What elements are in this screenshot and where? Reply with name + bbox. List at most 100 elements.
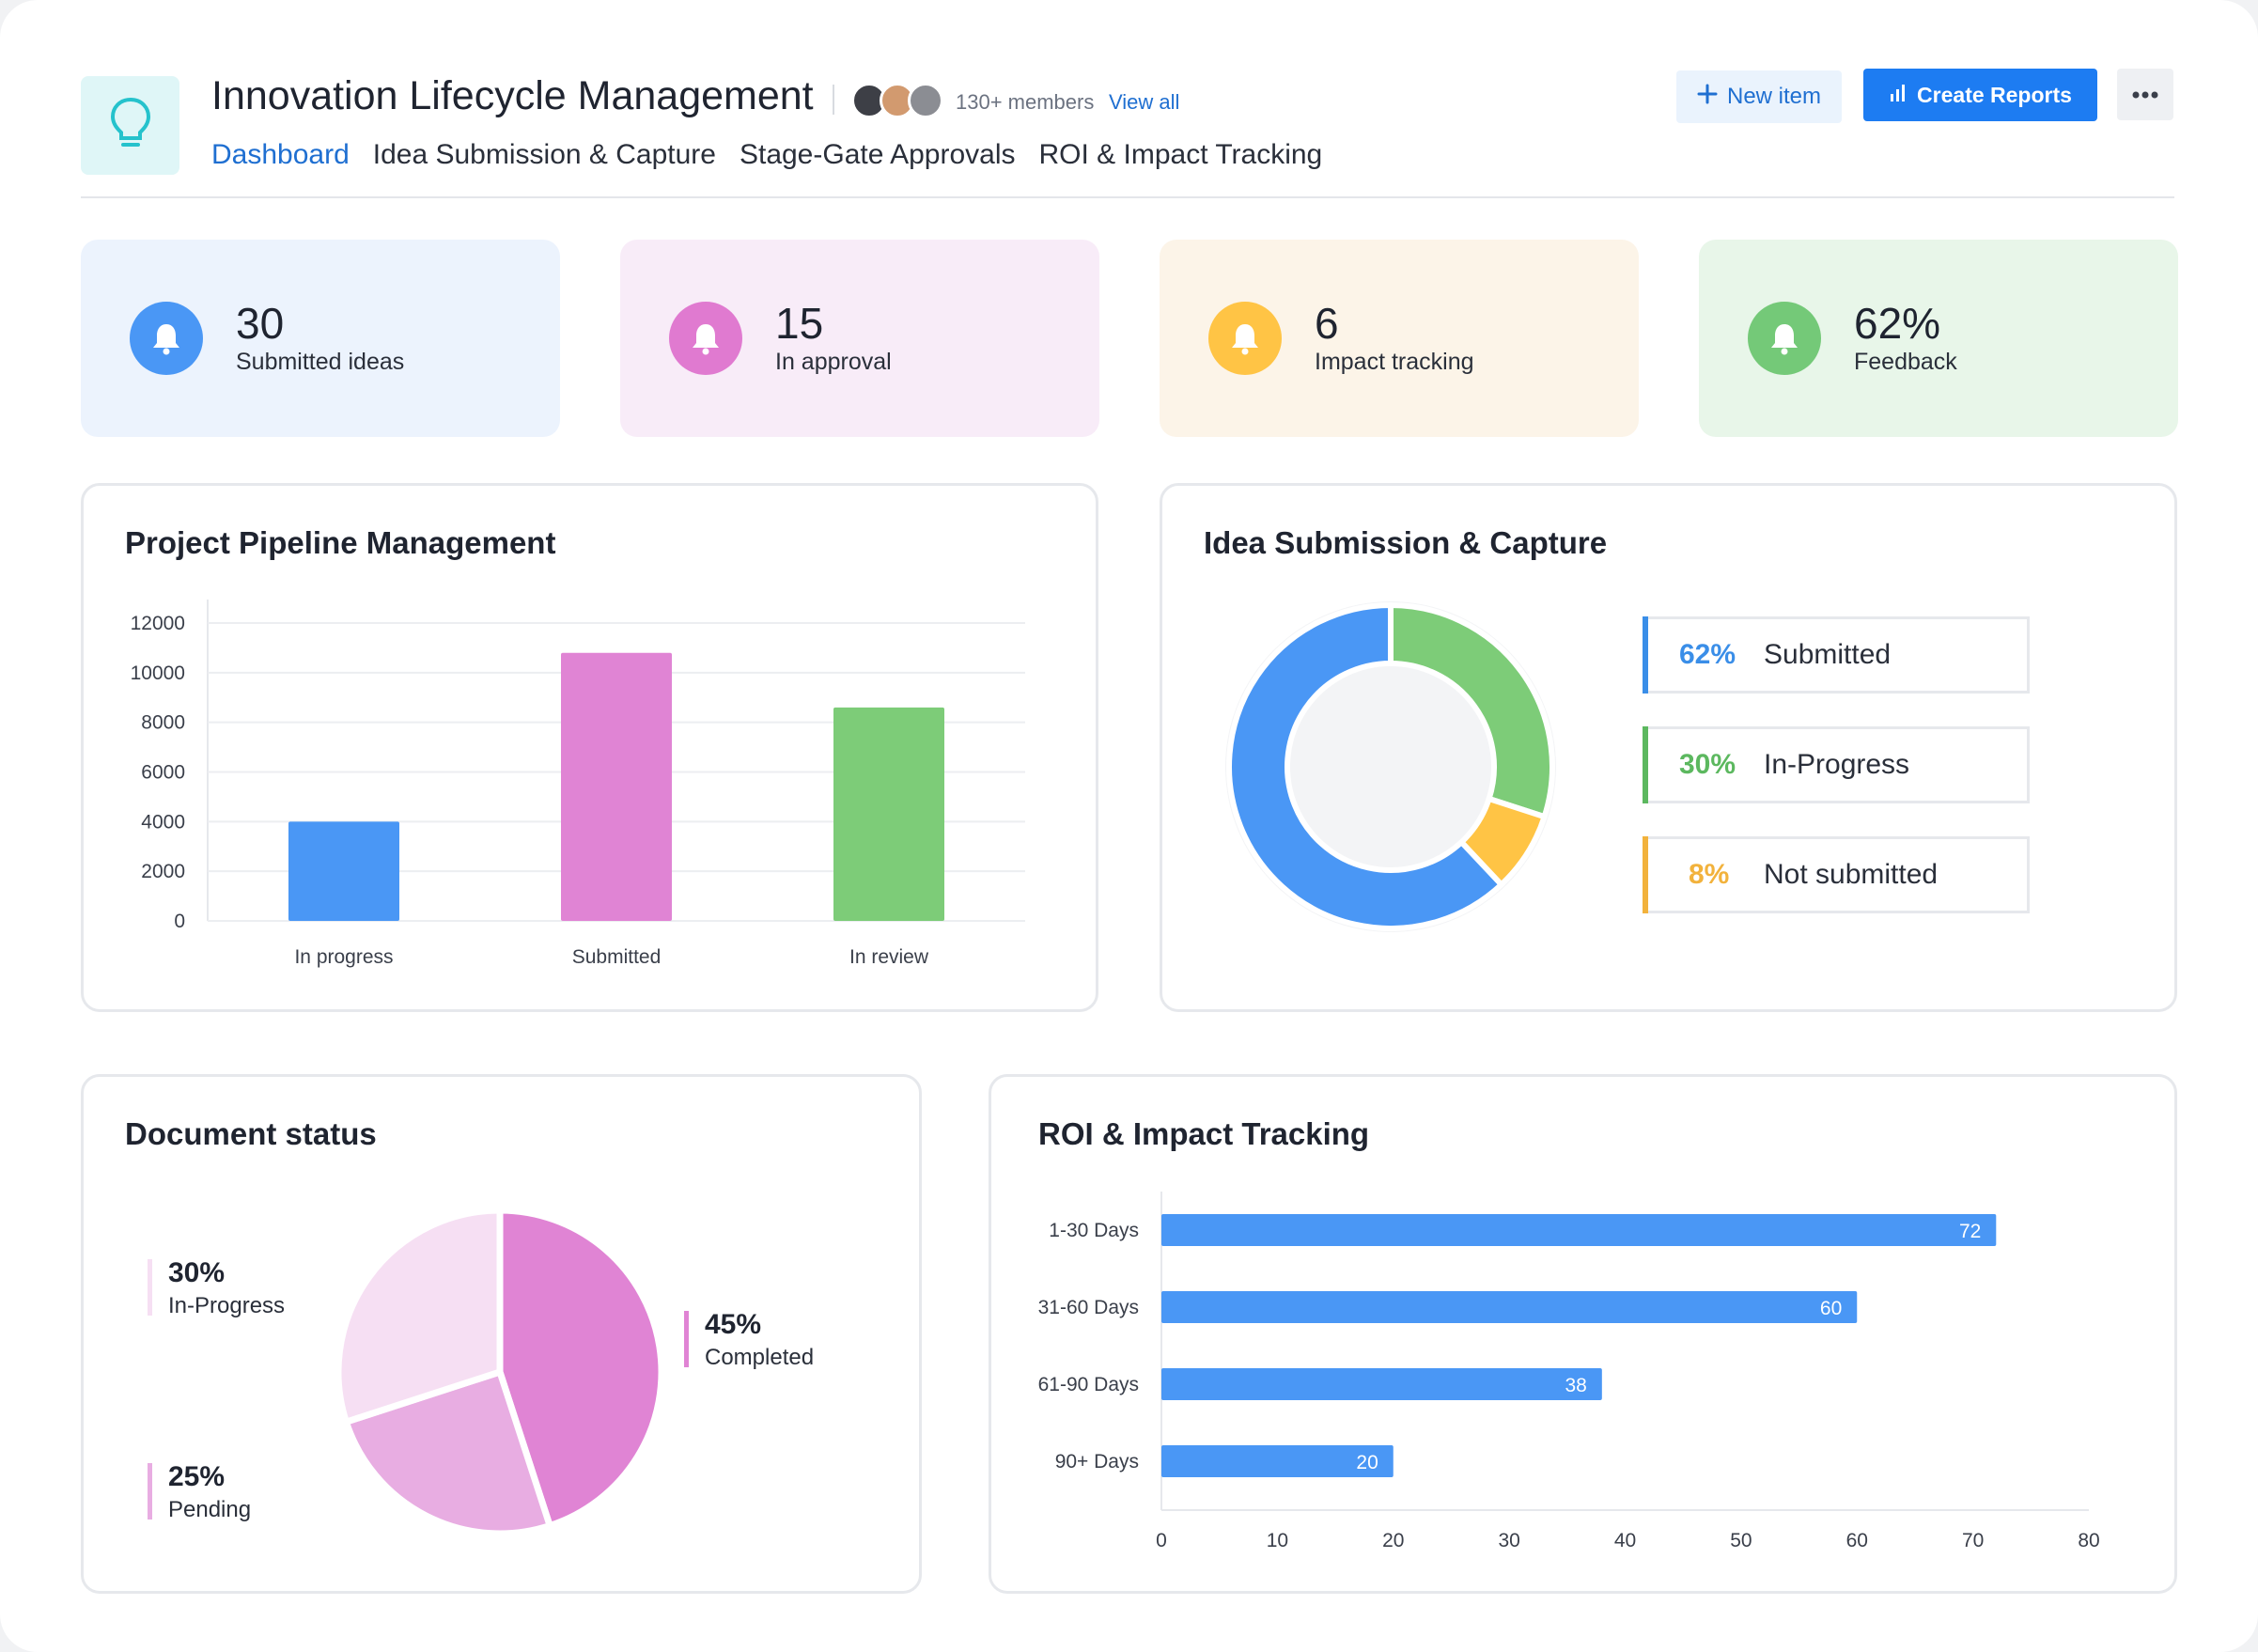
legend-item-in-progress[interactable]: 30% In-Progress [1643,726,2030,803]
legend-item-not-submitted[interactable]: 8% Not submitted [1643,836,2030,913]
idea-donut-chart [1225,601,1556,932]
y-tick-label: 90+ Days [1055,1451,1139,1473]
bell-icon [1208,302,1282,375]
legend-pct: 8% [1689,859,1730,890]
pipeline-panel: Project Pipeline Management 0 2000 4000 600… [81,483,1098,1012]
stat-card-in-approval[interactable]: 15 In approval [620,240,1099,437]
legend-item-submitted[interactable]: 62% Submitted [1643,616,2030,694]
data-label: 38 [1565,1375,1586,1396]
legend-label: Not submitted [1764,859,1939,890]
stat-value: 15 [775,299,824,348]
y-tick-label: 31-60 Days [1038,1297,1139,1318]
stat-card-submitted-ideas[interactable]: 30 Submitted ideas [81,240,560,437]
bar [1161,1291,1858,1323]
label-color-bar [684,1311,689,1367]
x-tick-label: 0 [1156,1530,1167,1551]
doc-label-completed: 45% Completed [684,1309,872,1375]
nav-tabs: Dashboard Idea Submission & Capture Stag… [211,139,1322,171]
label-name: In-Progress [168,1293,286,1318]
stat-label: Submitted ideas [236,349,405,375]
donut-slice [1226,602,1504,931]
title-divider [833,85,834,115]
member-avatars[interactable] [851,83,945,120]
data-label: 20 [1356,1452,1378,1473]
stat-label: Impact tracking [1315,349,1474,375]
create-reports-button[interactable]: Create Reports [1863,69,2097,121]
legend-color-bar [1643,726,1648,803]
more-options-button[interactable] [2117,69,2173,120]
legend-label: Submitted [1764,639,1892,670]
bell-icon [130,302,203,375]
y-tick-label: 12000 [131,613,185,634]
new-item-label: New item [1726,84,1822,109]
app-logo [81,76,179,175]
label-color-bar [148,1463,152,1520]
stat-value: 62% [1854,299,1941,348]
pie-slice [496,1207,665,1530]
panel-title: ROI & Impact Tracking [1038,1116,1370,1151]
legend-pct: 62% [1679,639,1736,670]
data-label: 72 [1959,1221,1981,1242]
label-name: Pending [168,1497,252,1522]
x-tick-label: In review [849,946,929,968]
y-tick-label: 0 [174,911,185,932]
bell-icon [1748,302,1821,375]
x-tick-label: 30 [1498,1530,1519,1551]
stat-value: 30 [236,299,285,348]
avatar [908,83,943,118]
tab-dashboard[interactable]: Dashboard [211,139,350,170]
header-divider [81,196,2174,198]
legend-pct: 30% [1679,749,1736,780]
y-tick-label: 4000 [141,811,185,833]
plus-icon [1697,84,1718,111]
bar [561,652,672,921]
label-pct: 45% [705,1309,762,1340]
x-tick-label: 20 [1382,1530,1404,1551]
stat-label: Feedback [1854,349,1957,375]
y-tick-label: 2000 [141,861,185,882]
bar [833,707,944,921]
page-title: Innovation Lifecycle Management [211,73,814,118]
stat-label: In approval [775,349,892,375]
legend-color-bar [1643,836,1648,913]
legend-label: In-Progress [1764,749,1910,780]
label-pct: 30% [168,1257,226,1288]
x-tick-label: 50 [1730,1530,1752,1551]
stat-card-impact-tracking[interactable]: 6 Impact tracking [1160,240,1639,437]
bar [1161,1214,1997,1246]
doc-label-in-progress: 30% In-Progress [148,1257,335,1323]
x-tick-label: 80 [2078,1530,2099,1551]
panel-title: Idea Submission & Capture [1204,525,1608,560]
roi-panel: ROI & Impact Tracking 0 10 20 30 40 50 60 70 80 1… [989,1074,2177,1594]
view-all-link[interactable]: View all [1109,90,1180,114]
tab-idea-submission[interactable]: Idea Submission & Capture [372,139,716,170]
x-tick-label: 70 [1962,1530,1984,1551]
bar [1161,1368,1602,1400]
pie-slice [335,1207,504,1426]
stat-value: 6 [1315,299,1339,348]
y-tick-label: 1-30 Days [1049,1220,1139,1241]
legend-color-bar [1643,616,1648,694]
data-label: 60 [1820,1298,1842,1319]
bar-chart-icon [1889,83,1908,108]
x-tick-label: Submitted [572,946,662,968]
bar [288,821,399,921]
y-tick-label: 61-90 Days [1038,1374,1139,1395]
stat-card-feedback[interactable]: 62% Feedback [1699,240,2178,437]
lightbulb-icon [107,95,154,156]
document-status-pie-chart [335,1207,665,1537]
members-count: 130+ members [956,90,1095,114]
pipeline-bar-chart: 0 2000 4000 6000 8000 10000 12000 In progress Su… [131,600,1025,968]
panel-title: Project Pipeline Management [125,525,556,560]
tab-roi-impact[interactable]: ROI & Impact Tracking [1038,139,1323,170]
create-reports-label: Create Reports [1917,82,2072,107]
doc-label-pending: 25% Pending [148,1461,335,1527]
tab-stage-gate[interactable]: Stage-Gate Approvals [739,139,1016,170]
y-tick-label: 8000 [141,712,185,734]
new-item-button[interactable]: New item [1676,70,1842,123]
panel-title: Document status [125,1116,377,1151]
x-tick-label: 10 [1267,1530,1288,1551]
label-color-bar [148,1259,152,1316]
y-tick-label: 10000 [131,662,185,684]
